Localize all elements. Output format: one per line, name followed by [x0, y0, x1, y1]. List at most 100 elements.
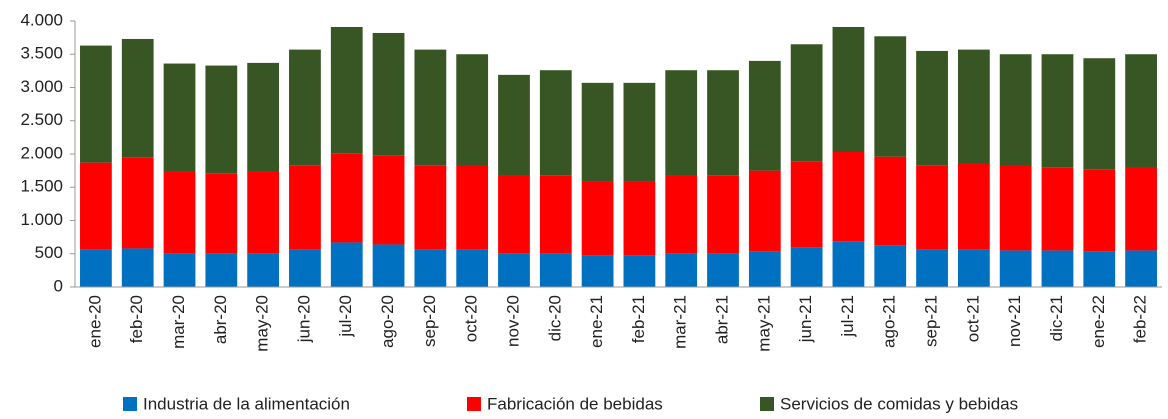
x-tick-label: jun-20 [294, 295, 313, 343]
x-tick-label: dic-21 [1047, 295, 1066, 341]
x-tick-label: feb-20 [127, 295, 146, 343]
bar-segment [414, 49, 447, 166]
x-tick-label: oct-20 [462, 295, 481, 342]
x-tick-label: jul-20 [336, 295, 355, 338]
x-tick-label: ago-21 [880, 295, 899, 348]
bar-segment [247, 62, 280, 172]
x-tick-label: dic-20 [545, 295, 564, 341]
bar-segment [790, 161, 823, 248]
y-tick-label: 1.000 [20, 210, 63, 229]
bar-segment [80, 162, 112, 250]
bar-segment [916, 165, 948, 250]
x-tick-label: feb-21 [629, 295, 648, 343]
x-tick-label: ene-22 [1089, 295, 1108, 348]
bar-segment [874, 36, 907, 157]
bar-segment [748, 170, 781, 252]
bar-segment [665, 70, 698, 176]
x-tick-label: may-20 [253, 295, 272, 352]
bar-segment [1125, 54, 1157, 168]
bar-segment [372, 155, 405, 245]
bar-segment [498, 253, 530, 287]
x-tick-label: ene-20 [85, 295, 104, 348]
bar-segment [1083, 169, 1116, 252]
bar-segment [289, 249, 321, 287]
x-tick-label: ago-20 [378, 295, 397, 348]
x-tick-label: may-21 [754, 295, 773, 352]
y-tick-label: 500 [35, 243, 63, 262]
bar-segment [498, 74, 530, 176]
y-tick-label: 4.000 [20, 10, 63, 29]
bar-segment [289, 49, 321, 166]
bar-segment [1083, 58, 1116, 170]
x-tick-label: abr-20 [211, 295, 230, 344]
bar-segment [874, 245, 907, 287]
x-tick-label: nov-21 [1005, 295, 1024, 347]
x-tick-label: abr-21 [713, 295, 732, 344]
bar-segment [581, 82, 614, 182]
bar-segment [121, 38, 154, 158]
bar-segment [372, 32, 405, 156]
bar-segment [999, 250, 1032, 287]
bar-segment [414, 165, 447, 250]
x-tick-label: jul-21 [838, 295, 857, 338]
bar-segment [539, 253, 572, 287]
bar-segment [456, 249, 489, 287]
bar-segment [80, 249, 112, 287]
bar-segment [205, 173, 238, 254]
bar-segment [957, 163, 990, 250]
bar-segment [121, 248, 154, 287]
x-tick-label: sep-20 [420, 295, 439, 347]
bar-segment [832, 26, 865, 153]
legend-swatch [760, 397, 774, 411]
x-tick-label: feb-22 [1131, 295, 1150, 343]
bar-segment [707, 253, 739, 287]
bar-segment [623, 255, 656, 287]
x-tick-label: mar-20 [169, 295, 188, 349]
bar-segment [1083, 251, 1116, 287]
bar-segment [623, 82, 656, 182]
bar-segment [330, 153, 363, 243]
y-tick-label: 2.000 [20, 143, 63, 162]
bar-segment [748, 60, 781, 171]
bar-segment [539, 70, 572, 176]
bar-segment [581, 181, 614, 256]
y-tick-label: 1.500 [20, 177, 63, 196]
bar-segment [289, 165, 321, 250]
legend-swatch [123, 397, 137, 411]
bar-segment [372, 244, 405, 287]
bar-segment [957, 249, 990, 287]
bar-segment [916, 50, 948, 166]
bar-segment [163, 63, 196, 172]
bar-segment [748, 251, 781, 287]
x-tick-label: mar-21 [671, 295, 690, 349]
bar-segment [330, 242, 363, 287]
bar-segment [1041, 54, 1074, 168]
legend-label: Servicios de comidas y bebidas [780, 394, 1018, 413]
bar-segment [707, 70, 739, 176]
bar-segment [707, 175, 739, 254]
y-tick-label: 3.000 [20, 77, 63, 96]
y-tick-label: 3.500 [20, 44, 63, 63]
bar-segment [1041, 250, 1074, 287]
legend-label: Industria de la alimentación [143, 394, 350, 413]
bar-segment [80, 45, 112, 163]
bar-segment [832, 241, 865, 287]
x-tick-label: sep-21 [922, 295, 941, 347]
bar-segment [1125, 167, 1157, 251]
legend-label: Fabricación de bebidas [487, 394, 663, 413]
x-tick-label: nov-20 [503, 295, 522, 347]
bar-segment [874, 156, 907, 246]
bar-segment [247, 171, 280, 254]
x-tick-label: jun-21 [796, 295, 815, 343]
x-tick-label: ene-21 [587, 295, 606, 348]
bar-segment [163, 253, 196, 287]
bar-segment [330, 26, 363, 154]
x-tick-label: oct-21 [963, 295, 982, 342]
bar-segment [665, 175, 698, 254]
legend-swatch [467, 397, 481, 411]
bar-segment [498, 175, 530, 254]
bar-segment [205, 65, 238, 174]
bar-segment [247, 253, 280, 287]
bar-segment [205, 253, 238, 287]
